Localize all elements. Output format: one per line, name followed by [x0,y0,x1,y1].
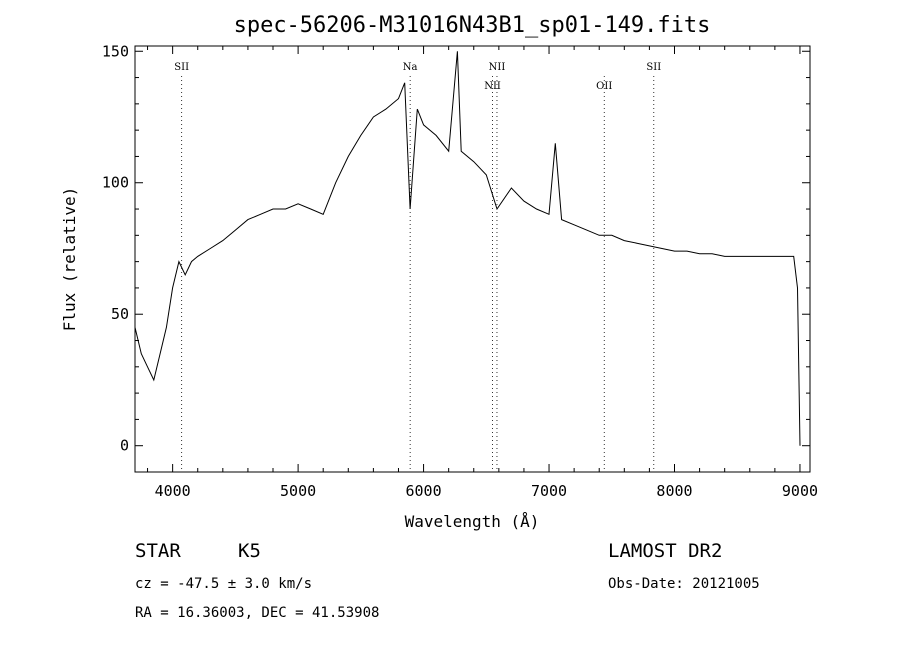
x-tick-label: 6000 [406,482,442,500]
y-axis-label: Flux (relative) [60,187,79,332]
x-tick-label: 4000 [155,482,191,500]
coordinates: RA = 16.36003, DEC = 41.53908 [135,605,379,621]
redshift-cz: cz = -47.5 ± 3.0 km/s [135,576,312,592]
x-tick-label: 7000 [531,482,567,500]
y-tick-label: 100 [102,174,129,192]
x-tick-label: 8000 [656,482,692,500]
axis-ticks: 4000 5000 6000 7000 8000 9000 0 50 100 150 [102,42,818,500]
chart-title: spec-56206-M31016N43B1_sp01-149.fits [234,13,711,38]
obs-date: Obs-Date: 20121005 [608,576,760,592]
y-tick-label: 0 [120,437,129,455]
x-tick-label: 9000 [782,482,818,500]
object-subclass: K5 [238,540,261,562]
spectral-line-label: NII [489,62,506,73]
survey-name: LAMOST DR2 [608,540,722,562]
spectral-line-label: OII [596,81,612,92]
y-tick-label: 50 [111,305,129,323]
spectral-line-label: SII [646,62,661,73]
spectral-line-label: NII [484,81,501,92]
spectral-line-label: SII [174,62,189,73]
spectrum-trace [134,51,801,446]
x-axis-label: Wavelength (Å) [405,512,540,531]
y-tick-label: 150 [102,42,129,60]
spectral-line-label: Na [403,62,418,73]
spectral-line-markers: SII Na NII NII OII SII [174,62,661,472]
x-tick-label: 5000 [280,482,316,500]
object-class: STAR [135,540,181,562]
plot-frame [134,45,811,473]
